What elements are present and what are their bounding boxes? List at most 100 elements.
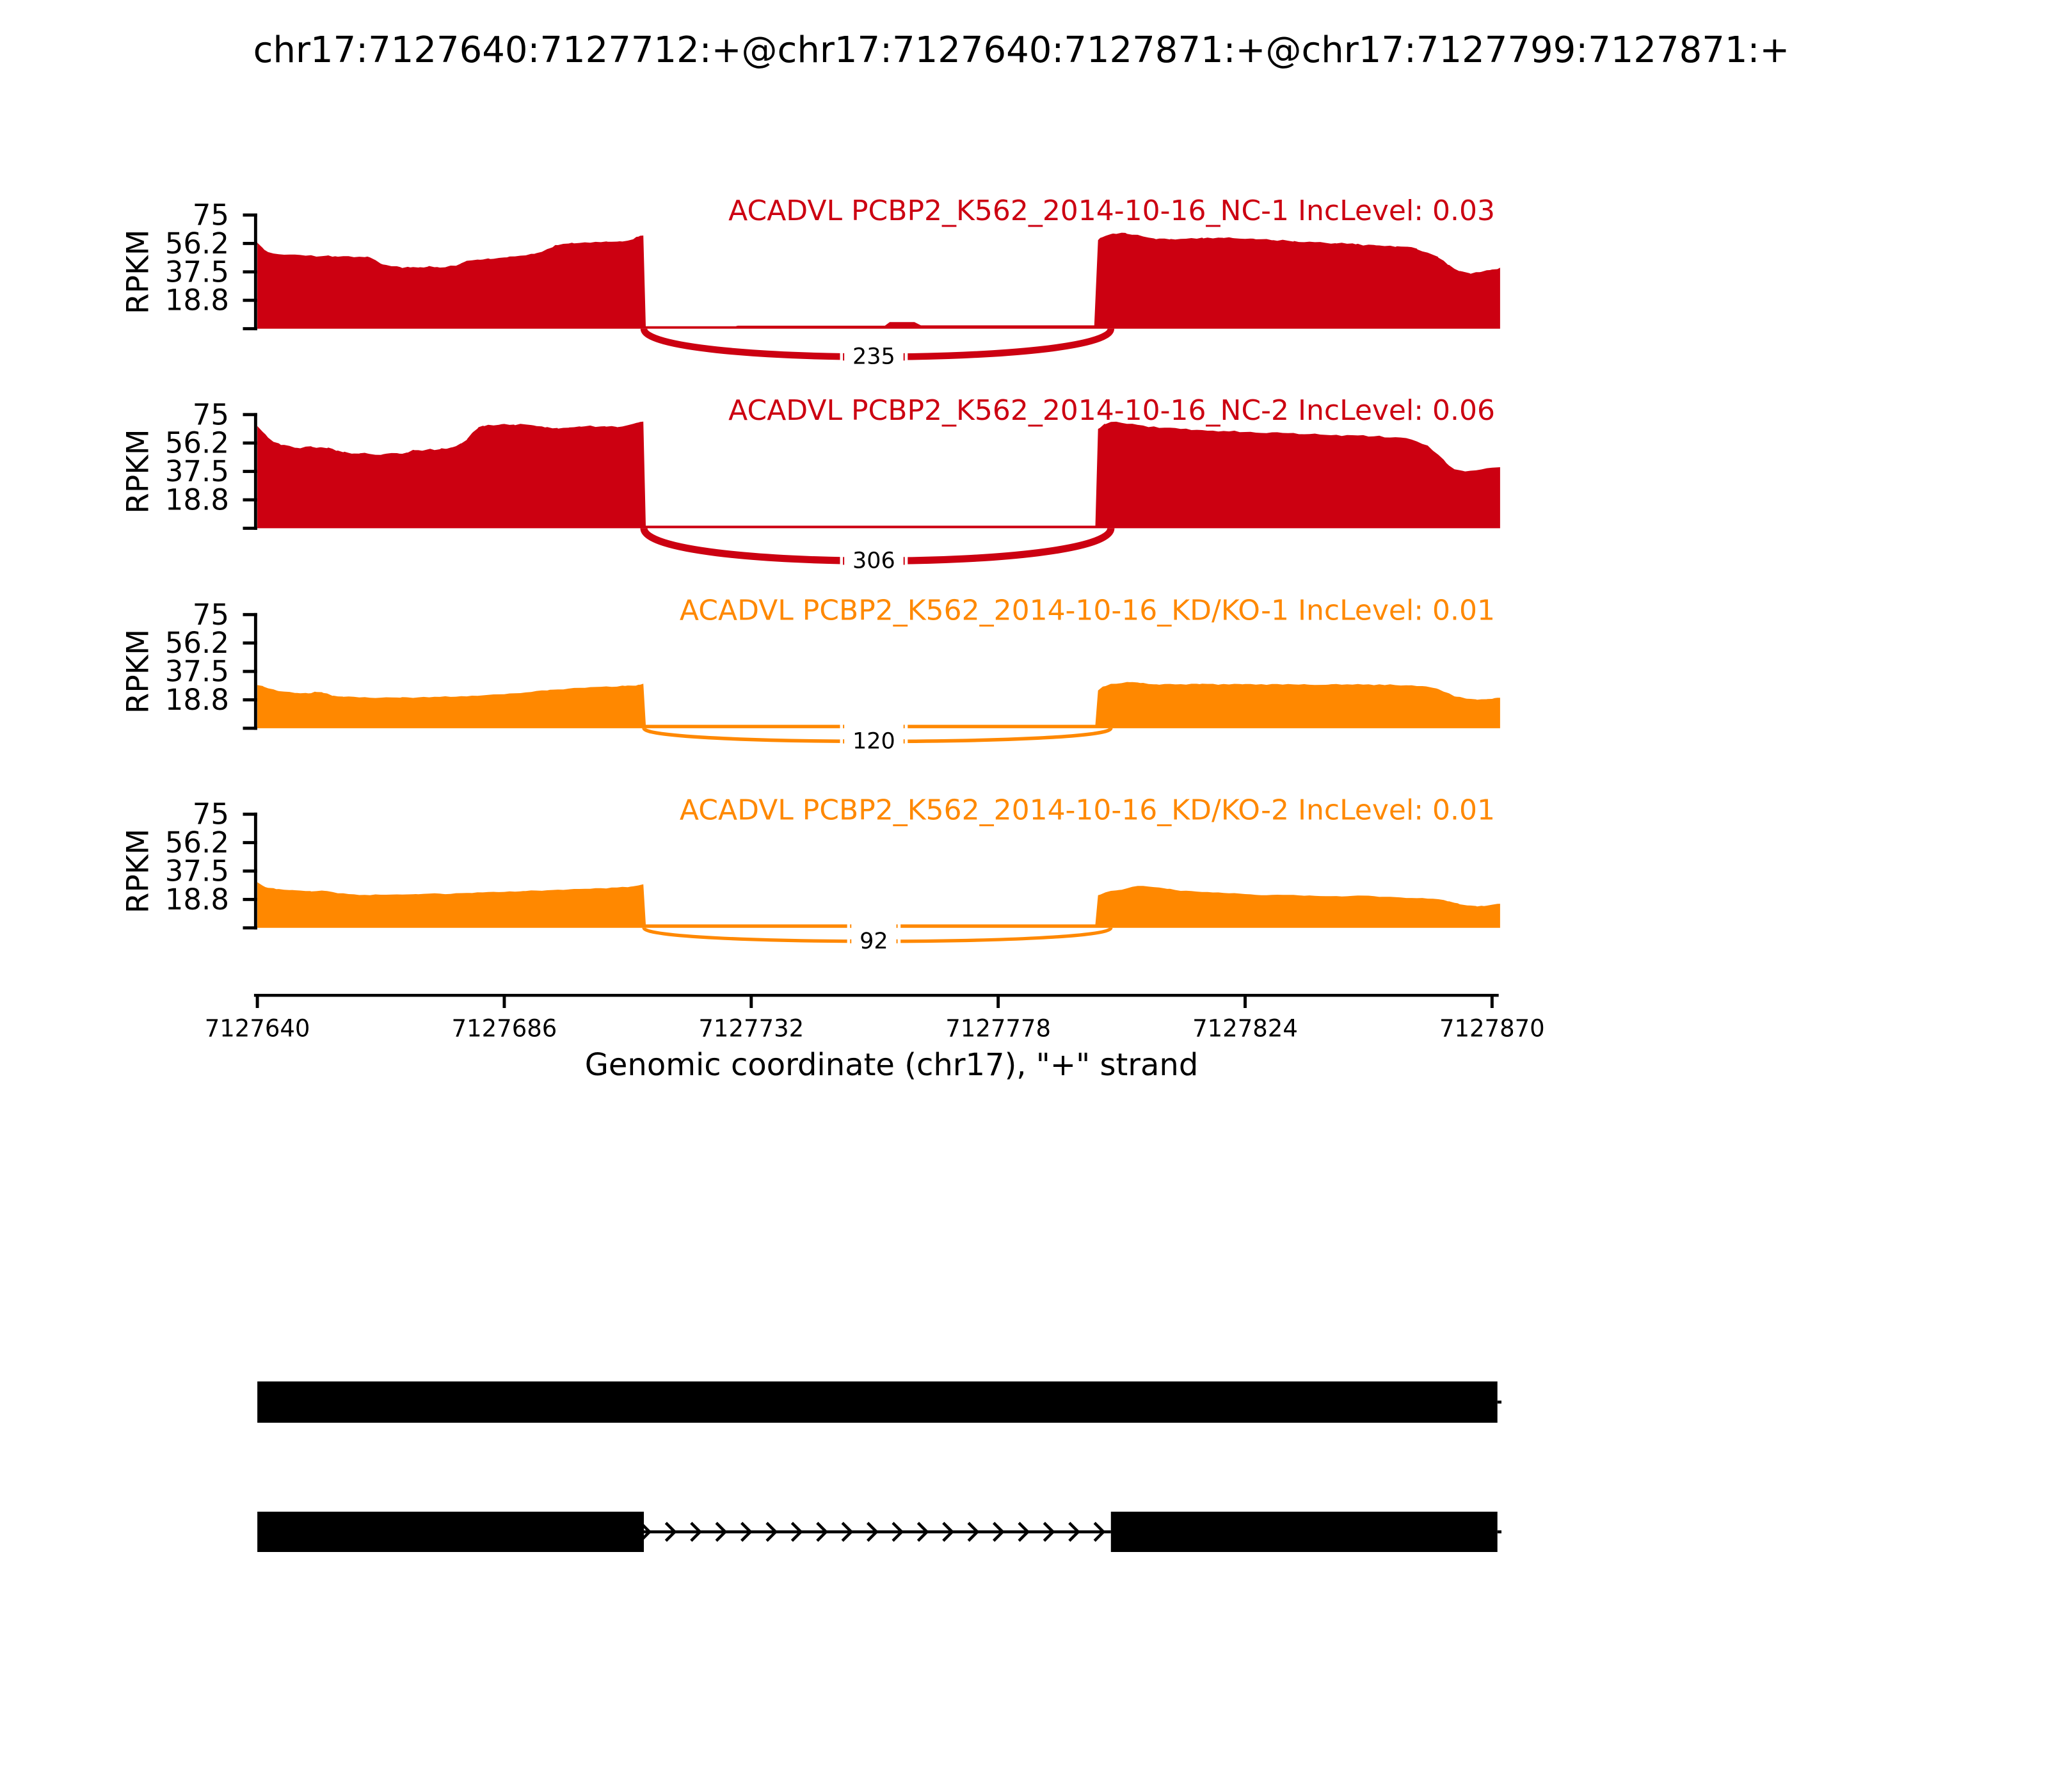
- y-tick: [243, 298, 257, 302]
- transcript-end-nub: [1497, 1530, 1502, 1533]
- junction-count: 120: [852, 728, 895, 754]
- track-label: ACADVL PCBP2_K562_2014-10-16_NC-1 IncLev…: [728, 195, 1495, 227]
- y-tick-label: 75: [193, 598, 229, 632]
- arc-sliver-right: [896, 939, 898, 943]
- x-tick-label: 7127686: [452, 1015, 557, 1043]
- isoform-spliced: [257, 1512, 1502, 1552]
- y-axis-title: RPKM: [121, 230, 156, 314]
- arc-sliver-right: [903, 739, 905, 744]
- strand-arrow: [790, 1521, 803, 1542]
- y-tick: [243, 897, 257, 901]
- track-KD/KO-2: 92 ACADVL PCBP2_K562_2014-10-16_KD/KO-2 I…: [121, 794, 1500, 959]
- y-tick: [243, 498, 257, 502]
- track-label: ACADVL PCBP2_K562_2014-10-16_KD/KO-1 Inc…: [680, 594, 1495, 627]
- arc-sliver-right: [903, 557, 905, 565]
- coverage-area: [257, 882, 1500, 928]
- y-tick-label: 56.2: [165, 626, 229, 660]
- y-axis-title: RPKM: [121, 429, 156, 513]
- y-tick-label: 18.8: [165, 683, 229, 717]
- y-tick: [243, 726, 257, 730]
- strand-arrow: [1018, 1521, 1030, 1542]
- y-tick: [243, 869, 257, 873]
- y-tick-label: 37.5: [165, 854, 229, 888]
- y-tick: [243, 327, 257, 331]
- y-tick: [243, 812, 257, 816]
- y-tick: [243, 270, 257, 274]
- band-sliver-right: [903, 724, 905, 728]
- x-tick: [1490, 996, 1494, 1008]
- exon-block: [257, 1512, 644, 1552]
- y-tick-label: 37.5: [165, 655, 229, 689]
- track-label: ACADVL PCBP2_K562_2014-10-16_KD/KO-2 Inc…: [680, 794, 1495, 826]
- strand-arrow: [841, 1521, 854, 1542]
- y-tick-label: 18.8: [165, 483, 229, 517]
- y-tick-label: 18.8: [165, 883, 229, 916]
- y-tick: [243, 841, 257, 845]
- track-NC-1: 235 ACADVL PCBP2_K562_2014-10-16_NC-1 Inc…: [121, 195, 1500, 374]
- strand-arrow: [1068, 1521, 1080, 1542]
- strand-arrow: [664, 1521, 677, 1542]
- transcript-end-nub: [1497, 1400, 1502, 1404]
- y-tick-label: 75: [193, 397, 229, 431]
- junction-count: 306: [852, 548, 895, 573]
- coverage-area: [257, 682, 1500, 728]
- arc-sliver-left: [843, 557, 845, 565]
- y-tick-label: 37.5: [165, 255, 229, 289]
- isoform-retained-intron: [257, 1381, 1502, 1423]
- x-tick: [255, 996, 259, 1008]
- x-tick: [996, 996, 1000, 1008]
- y-tick: [243, 241, 257, 245]
- y-tick: [243, 470, 257, 474]
- x-tick: [749, 996, 753, 1008]
- y-tick: [243, 698, 257, 701]
- strand-arrow: [993, 1521, 1005, 1542]
- isoform-annotation: [257, 1381, 1502, 1552]
- y-tick: [243, 669, 257, 673]
- junction-label-box: [840, 723, 908, 759]
- coverage-area: [257, 232, 1500, 329]
- strand-arrow: [867, 1521, 879, 1542]
- x-tick-label: 7127778: [945, 1015, 1051, 1043]
- arc-sliver-left: [850, 939, 852, 943]
- y-tick: [243, 926, 257, 930]
- y-tick-label: 75: [193, 797, 229, 831]
- y-tick-label: 56.2: [165, 227, 229, 260]
- strand-arrow: [765, 1521, 778, 1542]
- strand-arrow: [1093, 1521, 1106, 1542]
- junction-count: 92: [860, 929, 888, 954]
- track-KD/KO-1: 120 ACADVL PCBP2_K562_2014-10-16_KD/KO-1 …: [121, 594, 1500, 759]
- y-tick: [243, 526, 257, 530]
- y-tick-label: 75: [193, 198, 229, 232]
- coverage-area: [257, 421, 1500, 529]
- x-tick: [1244, 996, 1247, 1008]
- y-tick: [243, 441, 257, 445]
- x-axis-spine: [253, 993, 1499, 997]
- exon-block: [1110, 1512, 1498, 1552]
- x-tick-label: 7127870: [1439, 1015, 1545, 1043]
- y-tick: [243, 612, 257, 616]
- junction-label-box: [847, 923, 901, 959]
- strand-arrow: [967, 1521, 980, 1542]
- arc-sliver-right: [903, 353, 905, 361]
- strand-arrow: [916, 1521, 929, 1542]
- x-tick-label: 7127824: [1192, 1015, 1298, 1043]
- track-NC-2: 306 ACADVL PCBP2_K562_2014-10-16_NC-2 Inc…: [121, 394, 1500, 579]
- figure-title: chr17:7127640:7127712:+@chr17:7127640:71…: [253, 29, 1790, 71]
- y-axis-title: RPKM: [121, 629, 156, 714]
- y-tick-label: 37.5: [165, 454, 229, 488]
- y-tick: [243, 413, 257, 417]
- y-tick-label: 56.2: [165, 826, 229, 860]
- y-tick: [243, 641, 257, 645]
- x-tick: [502, 996, 506, 1008]
- arc-sliver-left: [843, 353, 845, 361]
- x-tick-label: 7127732: [698, 1015, 804, 1043]
- y-tick-label: 18.8: [165, 284, 229, 317]
- band-sliver-left: [850, 924, 852, 928]
- y-axis-title: RPKM: [121, 829, 156, 913]
- y-tick-label: 56.2: [165, 426, 229, 460]
- x-axis-title: Genomic coordinate (chr17), "+" strand: [585, 1047, 1199, 1083]
- x-axis: Genomic coordinate (chr17), "+" strand 7…: [205, 993, 1545, 1083]
- strand-arrow: [816, 1521, 828, 1542]
- coverage-tracks: 235 ACADVL PCBP2_K562_2014-10-16_NC-1 Inc…: [121, 195, 1500, 959]
